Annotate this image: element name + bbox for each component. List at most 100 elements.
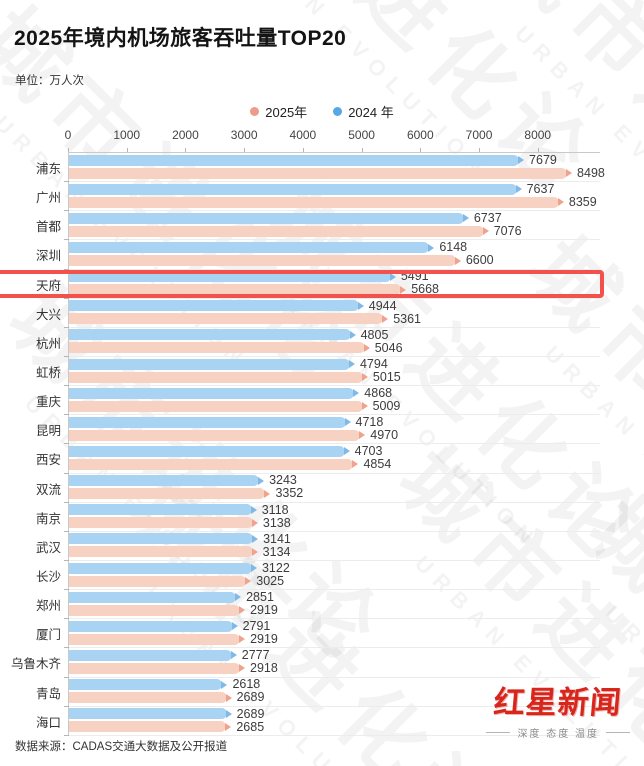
axis-tick-label: 7000 <box>465 128 493 142</box>
bar-tip-icon <box>353 389 360 398</box>
redstar-news-logo: 红星新闻 深度 态度 温度 <box>486 685 630 740</box>
chart-legend: 2025年 2024 年 <box>0 102 644 121</box>
chart-row: 乌鲁木齐 2777 2918 <box>0 648 600 678</box>
bar-value-2025: 5009 <box>372 398 401 413</box>
bar-tip-icon <box>251 518 258 527</box>
bar-2024 <box>69 475 265 487</box>
row-label: 天府 <box>35 278 61 293</box>
row-label: 深圳 <box>35 249 61 264</box>
bar-line: 3134 <box>69 546 600 558</box>
bar-line: 3138 <box>69 515 600 530</box>
chart-row: 昆明 4718 4970 <box>0 415 600 445</box>
bar-value-2025: 4970 <box>370 428 399 443</box>
bar-2024 <box>69 504 257 516</box>
bar-tip-icon <box>221 680 228 689</box>
bar-line: 2791 <box>69 619 600 634</box>
bar-2025 <box>69 721 232 733</box>
bar-line: 5668 <box>69 283 600 295</box>
chart-row: 重庆 4868 5009 <box>0 385 600 416</box>
bar-value-2024: 4703 <box>354 444 383 459</box>
bar-2025 <box>69 458 359 470</box>
bar-line: 4794 <box>69 358 600 370</box>
bar-value-2025: 3138 <box>262 515 291 530</box>
bar-2024 <box>69 387 360 399</box>
data-source-note: 数据来源：CADAS交通大数据及公开报道 <box>15 741 228 753</box>
row-label: 西安 <box>35 453 61 468</box>
row-label: 首都 <box>35 220 61 235</box>
axis-tick-label: 6000 <box>406 128 434 142</box>
chart-row: 青岛 2618 2689 <box>0 677 600 707</box>
bar-group: 4868 5009 <box>64 385 600 416</box>
bar-tip-icon <box>245 577 252 586</box>
row-label: 重庆 <box>35 395 61 410</box>
bar-2024 <box>69 358 355 370</box>
bar-value-2024: 7679 <box>529 152 557 167</box>
bar-tip-icon <box>344 418 351 427</box>
bar-line: 8359 <box>69 196 600 208</box>
axis-tick-label: 1000 <box>113 128 141 142</box>
bar-value-2024: 3118 <box>261 502 289 517</box>
bar-line: 2689 <box>69 707 600 720</box>
bar-line: 5009 <box>69 398 600 413</box>
bar-group: 3243 3352 <box>64 473 600 503</box>
bar-value-2025: 2689 <box>236 690 265 705</box>
legend-item-2025: 2025年 <box>250 102 307 121</box>
bar-tip-icon <box>566 169 573 178</box>
bar-group: 4805 5046 <box>64 327 600 358</box>
bar-line: 4854 <box>69 457 600 472</box>
chart-row: 大兴 4944 5361 <box>0 298 600 328</box>
bar-value-2024: 4718 <box>355 415 384 430</box>
bar-2024 <box>69 271 396 283</box>
bar-line: 2918 <box>69 662 600 674</box>
bar-value-2024: 5491 <box>400 269 429 284</box>
bar-line: 5015 <box>69 371 600 383</box>
bar-2025 <box>69 342 370 354</box>
bar-tip-icon <box>454 256 461 265</box>
chart-row: 南京 3118 3138 <box>0 502 600 532</box>
chart-row: 郑州 2851 2919 <box>0 590 600 620</box>
bar-tip-icon <box>225 693 232 702</box>
bar-value-2024: 4868 <box>364 385 393 400</box>
bar-group: 2618 2689 <box>64 677 600 707</box>
bar-value-2025: 4854 <box>363 457 392 472</box>
legend-item-2024: 2024 年 <box>333 102 394 121</box>
bar-value-2024: 2791 <box>242 619 271 634</box>
bar-tip-icon <box>239 664 246 673</box>
bar-value-2025: 3352 <box>275 486 304 501</box>
bar-line: 6737 <box>69 211 600 226</box>
row-label: 南京 <box>35 511 61 526</box>
bar-value-2024: 6737 <box>473 211 502 226</box>
bar-value-2024: 7637 <box>526 181 555 196</box>
bar-value-2025: 2919 <box>250 632 278 647</box>
bar-tip-icon <box>357 301 364 310</box>
bar-group: 4794 5015 <box>64 356 600 387</box>
row-label: 青岛 <box>35 686 61 701</box>
bar-group: 2689 2685 <box>64 706 600 736</box>
bar-line: 6600 <box>69 254 600 266</box>
bar-tip-icon <box>462 214 469 223</box>
chart-row: 西安 4703 4854 <box>0 444 600 474</box>
bar-line: 4805 <box>69 327 600 342</box>
bar-2025 <box>69 662 246 674</box>
chart-row: 虹桥 4794 5015 <box>0 356 600 387</box>
bar-tip-icon <box>343 447 350 456</box>
row-label: 浦东 <box>35 162 61 177</box>
bar-2025 <box>69 225 489 237</box>
bar-tip-icon <box>482 227 489 236</box>
chart-row: 广州 7637 8359 <box>0 181 600 212</box>
axis-tick-label: 4000 <box>289 128 317 142</box>
bar-line: 7637 <box>69 181 600 196</box>
bar-2025 <box>69 604 246 616</box>
bar-tip-icon <box>400 285 407 294</box>
bar-tip-icon <box>252 534 259 543</box>
bar-group: 3122 3025 <box>64 560 600 591</box>
row-label: 海口 <box>35 715 61 730</box>
bar-group: 2791 2919 <box>64 619 600 649</box>
bar-tip-icon <box>363 343 370 352</box>
bar-2025 <box>69 255 461 266</box>
bar-value-2024: 4805 <box>360 327 389 342</box>
bar-tip-icon <box>361 402 368 411</box>
axis-tick-mark <box>244 148 246 152</box>
bar-line: 3118 <box>69 502 600 517</box>
bar-2024 <box>69 562 257 574</box>
